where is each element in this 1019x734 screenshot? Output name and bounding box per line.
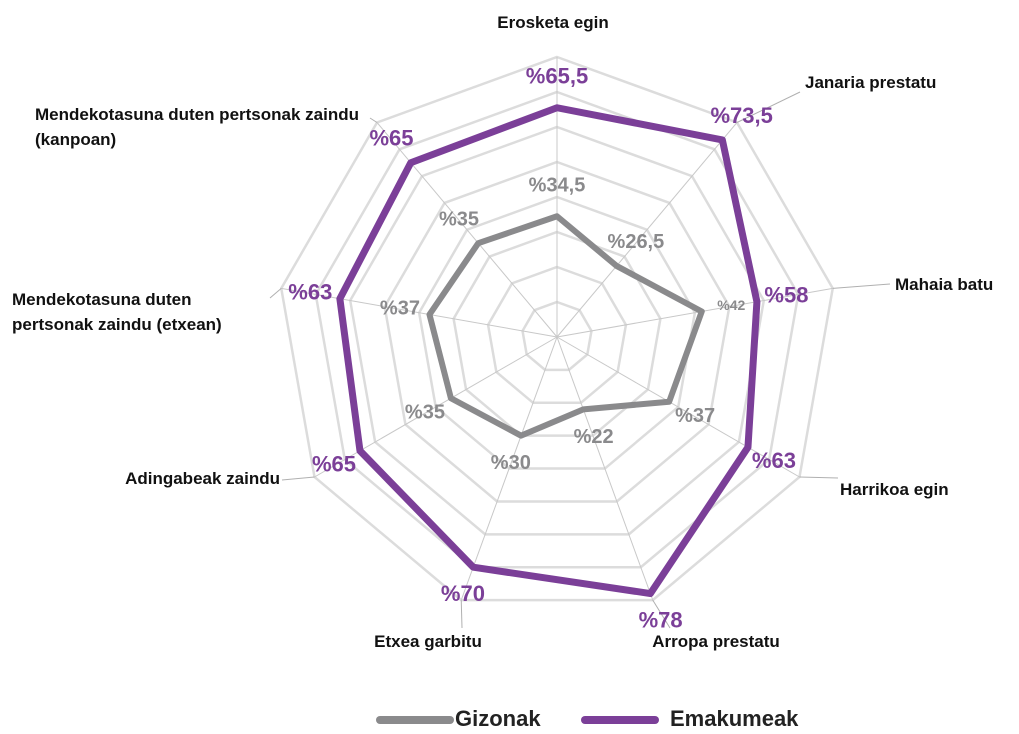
grid-ring: [383, 160, 731, 503]
leader-line: [269, 287, 282, 299]
category-label: Janaria prestatu: [805, 73, 937, 92]
leader-line: [460, 600, 463, 629]
value-label: %65: [312, 452, 356, 477]
category-label: Erosketa egin: [497, 13, 609, 32]
value-label: %42: [717, 297, 745, 313]
value-label: %78: [639, 608, 683, 633]
value-label: %58: [764, 282, 808, 307]
series-line: [336, 104, 761, 598]
value-label: %22: [574, 426, 614, 448]
category-label: Harrikoa egin: [840, 480, 949, 499]
category-label: Mahaia batu: [895, 275, 994, 294]
axis-spoke: [556, 287, 833, 338]
category-label: Arropa prestatu: [652, 632, 780, 651]
legend-label: Emakumeak: [670, 706, 799, 731]
grid-ring: [452, 230, 662, 437]
value-label: %37: [380, 298, 420, 320]
axis-spoke: [556, 336, 654, 601]
grid-ring: [314, 90, 800, 569]
value-label: %35: [405, 402, 445, 424]
leader-line: [369, 117, 378, 123]
value-label: %73,5: [710, 103, 772, 128]
leader-line: [652, 599, 671, 629]
value-label: %35: [439, 208, 479, 230]
grid-ring: [521, 300, 593, 372]
category-label: Etxea garbitu: [374, 632, 482, 651]
grid-ring: [279, 55, 835, 602]
leader-line: [736, 91, 801, 123]
axis-spoke: [376, 122, 558, 338]
value-label: %70: [441, 581, 485, 606]
value-label: %37: [675, 405, 715, 427]
value-label: %63: [752, 448, 796, 473]
grid-ring: [417, 195, 697, 470]
axis-spoke: [556, 122, 738, 338]
value-label: %65: [369, 126, 413, 151]
axis-spoke: [556, 336, 800, 478]
category-label: Adingabeak zaindu: [125, 469, 280, 488]
value-label: %63: [288, 279, 332, 304]
series-line: [426, 213, 705, 439]
legend-label: Gizonak: [455, 706, 541, 731]
value-label: %65,5: [526, 64, 588, 89]
grid-ring: [486, 265, 628, 405]
axis-spoke: [281, 287, 558, 338]
value-label: %34,5: [529, 175, 586, 197]
leader-line: [832, 283, 891, 289]
axis-spoke: [460, 336, 558, 601]
value-label: %26,5: [608, 231, 665, 253]
axis-spoke: [314, 336, 558, 478]
value-label: %30: [491, 452, 531, 474]
leader-line: [799, 476, 839, 479]
category-label: Mendekotasuna duten pertsonak zaindu (ka…: [35, 105, 359, 149]
category-label: Mendekotasuna duten pertsonak zaindu (et…: [12, 290, 222, 334]
leader-line: [281, 476, 315, 481]
grid-ring: [348, 125, 766, 536]
